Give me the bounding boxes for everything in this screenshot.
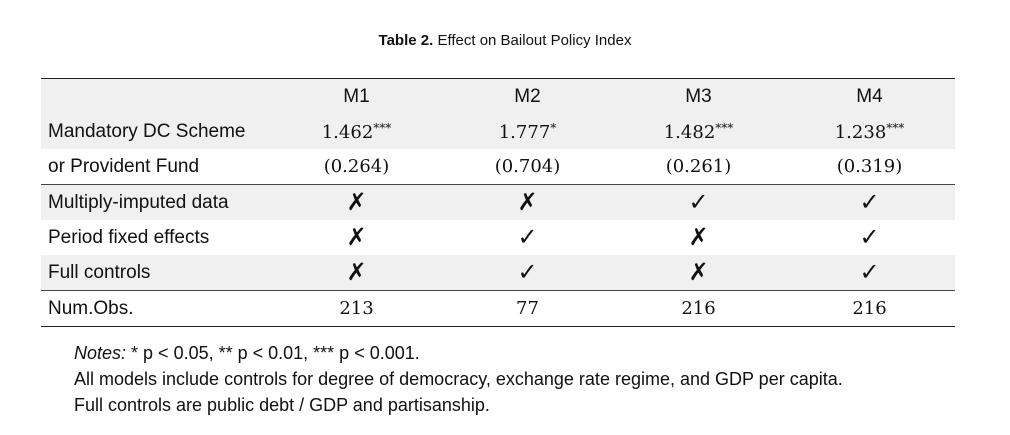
significance-stars: * — [550, 120, 557, 135]
row-label: Num.Obs. — [41, 290, 271, 327]
coefficient-cell: 1.238*** — [784, 114, 955, 149]
coefficient-value: 1.462 — [321, 121, 374, 143]
standard-error-cell: (0.704) — [494, 156, 561, 177]
row-label: or Provident Fund — [48, 155, 200, 177]
check-mark-icon: ✓ — [517, 258, 538, 286]
significance-stars: *** — [373, 120, 392, 135]
cross-mark-icon: ✗ — [346, 258, 367, 286]
coefficient-value: 1.777 — [498, 121, 551, 143]
coefficient-cell: 1.777* — [442, 114, 613, 149]
row-label: Period fixed effects — [48, 226, 210, 248]
check-mark-icon: ✓ — [517, 223, 538, 251]
observations-row: Num.Obs. 213 77 216 216 — [41, 290, 955, 327]
table-caption: Table 2. Effect on Bailout Policy Index — [0, 32, 1010, 49]
coefficient-cell: 1.482*** — [613, 114, 784, 149]
check-mark-icon: ✓ — [859, 258, 880, 286]
header-corner — [41, 79, 271, 115]
check-row-full-controls: Full controls ✗ ✓ ✗ ✓ — [41, 255, 955, 291]
cross-mark-icon: ✗ — [688, 258, 709, 286]
observations-cell: 77 — [442, 290, 613, 327]
coefficient-value: 1.238 — [834, 121, 887, 143]
notes-line-full-controls: Full controls are public debt / GDP and … — [74, 395, 490, 415]
results-table: M1 M2 M3 M4 Mandatory DC Scheme 1.462***… — [41, 78, 955, 327]
cross-mark-icon: ✗ — [688, 223, 709, 251]
standard-error-cell: (0.319) — [836, 156, 903, 177]
check-mark-icon: ✓ — [688, 188, 709, 216]
check-row-multiply-imputed: Multiply-imputed data ✗ ✗ ✓ ✓ — [41, 184, 955, 220]
check-mark-icon: ✓ — [859, 223, 880, 251]
notes-line-significance: Notes: * p < 0.05, ** p < 0.01, *** p < … — [74, 340, 994, 366]
row-label: Full controls — [48, 261, 151, 283]
column-header-m3: M3 — [685, 85, 712, 107]
check-mark-icon: ✓ — [859, 188, 880, 216]
standard-error-cell: (0.261) — [665, 156, 732, 177]
coefficient-value: 1.482 — [663, 121, 716, 143]
standard-error-row: or Provident Fund (0.264) (0.704) (0.261… — [41, 149, 955, 185]
cross-mark-icon: ✗ — [346, 188, 367, 216]
row-label: Multiply-imputed data — [41, 184, 271, 220]
caption-text: Effect on Bailout Policy Index — [437, 32, 632, 49]
cross-mark-icon: ✗ — [517, 188, 538, 216]
notes-line-controls: All models include controls for degree o… — [74, 369, 843, 389]
caption-label: Table 2. — [378, 32, 434, 49]
column-header-m4: M4 — [856, 85, 883, 107]
coefficient-cell: 1.462*** — [271, 114, 442, 149]
row-label: Mandatory DC Scheme — [48, 120, 246, 142]
observations-cell: 216 — [613, 290, 784, 327]
observations-cell: 213 — [271, 290, 442, 327]
significance-stars: *** — [715, 120, 734, 135]
check-row-period-fixed-effects: Period fixed effects ✗ ✓ ✗ ✓ — [41, 220, 955, 255]
column-header-m2: M2 — [514, 85, 541, 107]
cross-mark-icon: ✗ — [346, 223, 367, 251]
column-header-m1: M1 — [343, 85, 370, 107]
standard-error-cell: (0.264) — [323, 156, 390, 177]
notes-label: Notes: — [74, 343, 127, 363]
header-row: M1 M2 M3 M4 — [41, 78, 955, 115]
table-notes: Notes: * p < 0.05, ** p < 0.01, *** p < … — [74, 340, 994, 418]
coefficient-row: Mandatory DC Scheme 1.462*** 1.777* 1.48… — [41, 114, 955, 149]
observations-cell: 216 — [784, 290, 955, 327]
significance-stars: *** — [886, 120, 905, 135]
notes-significance: * p < 0.05, ** p < 0.01, *** p < 0.001. — [126, 343, 420, 363]
